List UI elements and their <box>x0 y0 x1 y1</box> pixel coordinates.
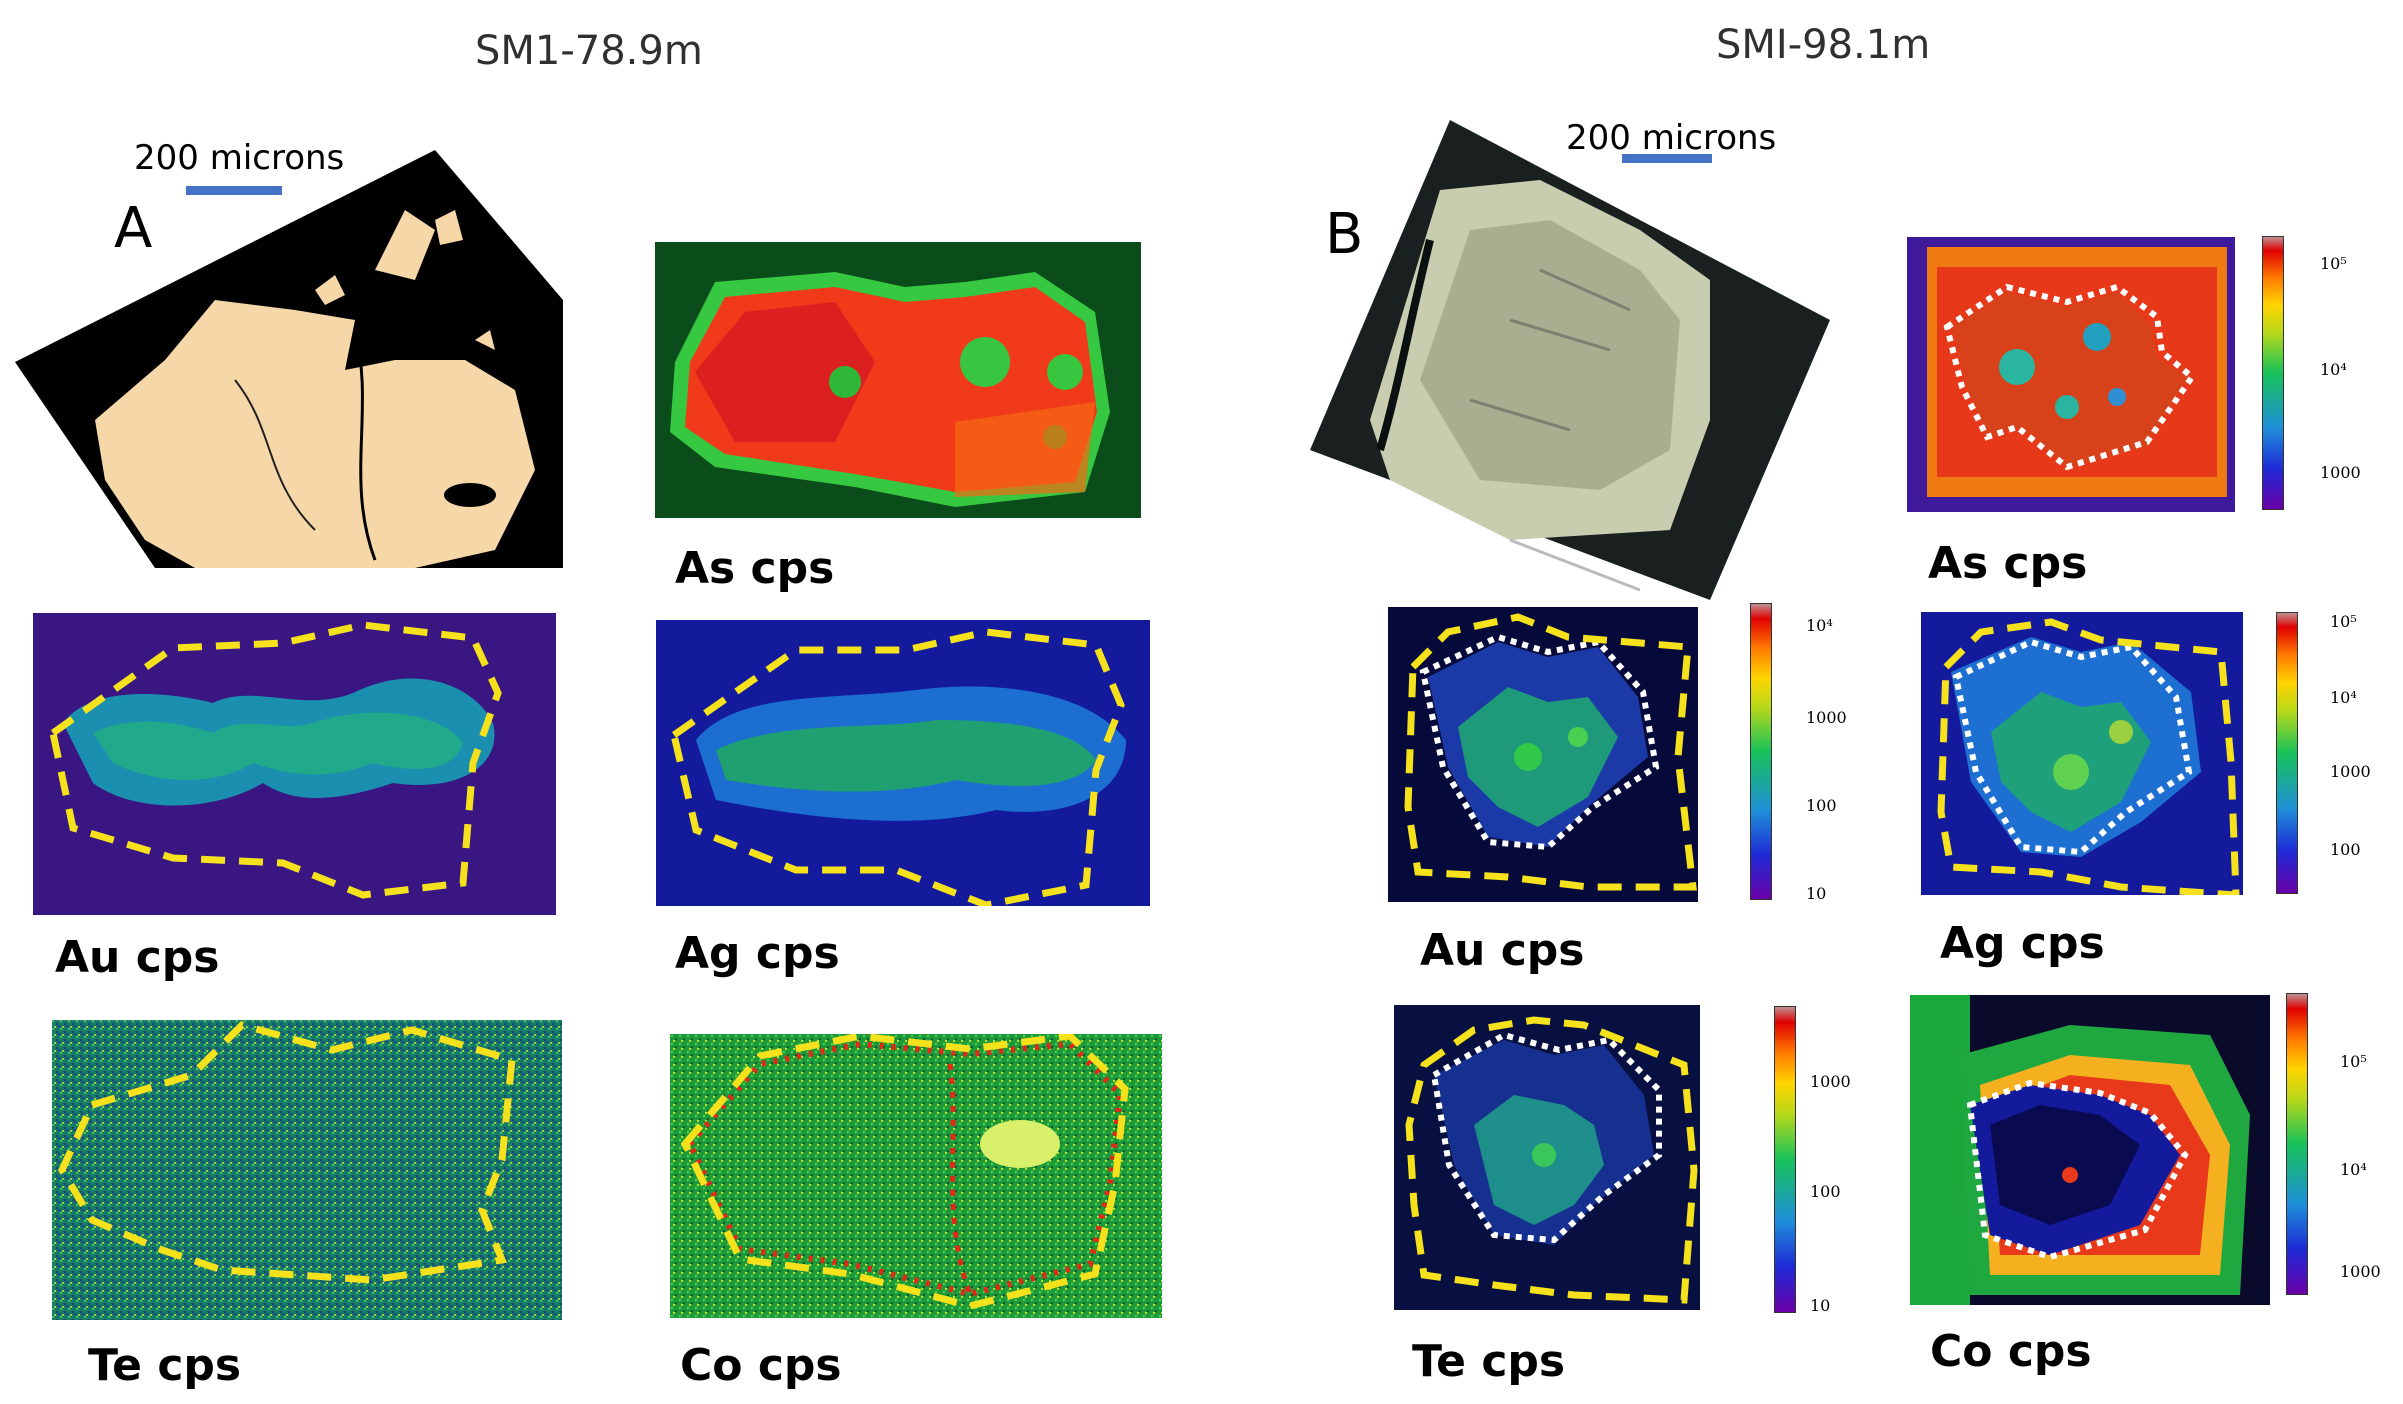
panel-b-te-tick: 100 <box>1810 1182 1841 1201</box>
panel-b-co-tick: 10⁴ <box>2340 1160 2367 1179</box>
panel-b-te-tick: 10 <box>1810 1296 1831 1315</box>
panel-b-scale-label: 200 microns <box>1566 118 1777 158</box>
panel-b-ag-map <box>1921 612 2243 895</box>
panel-a-ag-map <box>656 620 1150 906</box>
panel-b-co-map <box>1910 995 2270 1305</box>
panel-b-ag-tick: 10⁵ <box>2330 612 2357 631</box>
panel-b-ag-label: Ag cps <box>1940 918 2105 969</box>
panel-a-scale-bar <box>186 186 282 195</box>
panel-b-ag-colorbar <box>2276 612 2298 894</box>
panel-b-au-colorbar <box>1750 603 1772 900</box>
panel-b-au-tick: 10 <box>1806 884 1827 903</box>
panel-b-te-label: Te cps <box>1412 1336 1566 1387</box>
panel-b-co-colorbar <box>2286 993 2308 1295</box>
panel-b-scale-bar <box>1622 154 1712 163</box>
panel-b-co-label: Co cps <box>1930 1326 2092 1377</box>
panel-b-letter: B <box>1325 202 1364 267</box>
panel-a-au-label: Au cps <box>55 932 220 983</box>
panel-a-te-map <box>52 1020 562 1320</box>
panel-b-au-tick: 1000 <box>1806 708 1847 727</box>
panel-a-co-label: Co cps <box>680 1340 842 1391</box>
panel-b-as-label: As cps <box>1928 538 2088 589</box>
panel-b-as-colorbar <box>2262 236 2284 510</box>
panel-a-au-map <box>33 613 556 915</box>
panel-b-te-map <box>1394 1005 1700 1310</box>
panel-b-ag-tick: 100 <box>2330 840 2361 859</box>
panel-a-as-map <box>655 242 1141 518</box>
panel-b-te-colorbar <box>1774 1006 1796 1313</box>
panel-a-ag-label: Ag cps <box>675 928 840 979</box>
panel-b-au-label: Au cps <box>1420 925 1585 976</box>
panel-a-te-label: Te cps <box>88 1340 242 1391</box>
panel-b-co-tick: 10⁵ <box>2340 1052 2367 1071</box>
panel-b-title: SMI-98.1m <box>1716 22 1931 68</box>
panel-b-as-map <box>1907 237 2235 512</box>
panel-b-ag-tick: 1000 <box>2330 762 2371 781</box>
panel-b-te-tick: 1000 <box>1810 1072 1851 1091</box>
panel-a-co-map <box>670 1034 1162 1318</box>
panel-b-as-tick: 10⁴ <box>2320 360 2347 379</box>
panel-a-as-label: As cps <box>675 543 835 594</box>
panel-b-ag-tick: 10⁴ <box>2330 688 2357 707</box>
panel-b-as-tick: 1000 <box>2320 463 2361 482</box>
panel-b-co-tick: 1000 <box>2340 1262 2381 1281</box>
panel-b-micrograph <box>1310 120 1830 600</box>
panel-b-as-tick: 10⁵ <box>2320 254 2347 273</box>
panel-a-title: SM1-78.9m <box>475 28 703 74</box>
panel-b-au-tick: 100 <box>1806 796 1837 815</box>
panel-b-au-map <box>1388 607 1698 902</box>
panel-b-au-tick: 10⁴ <box>1806 616 1833 635</box>
panel-a-letter: A <box>114 196 153 261</box>
panel-a-micrograph <box>15 150 563 568</box>
panel-a-scale-label: 200 microns <box>134 138 345 178</box>
